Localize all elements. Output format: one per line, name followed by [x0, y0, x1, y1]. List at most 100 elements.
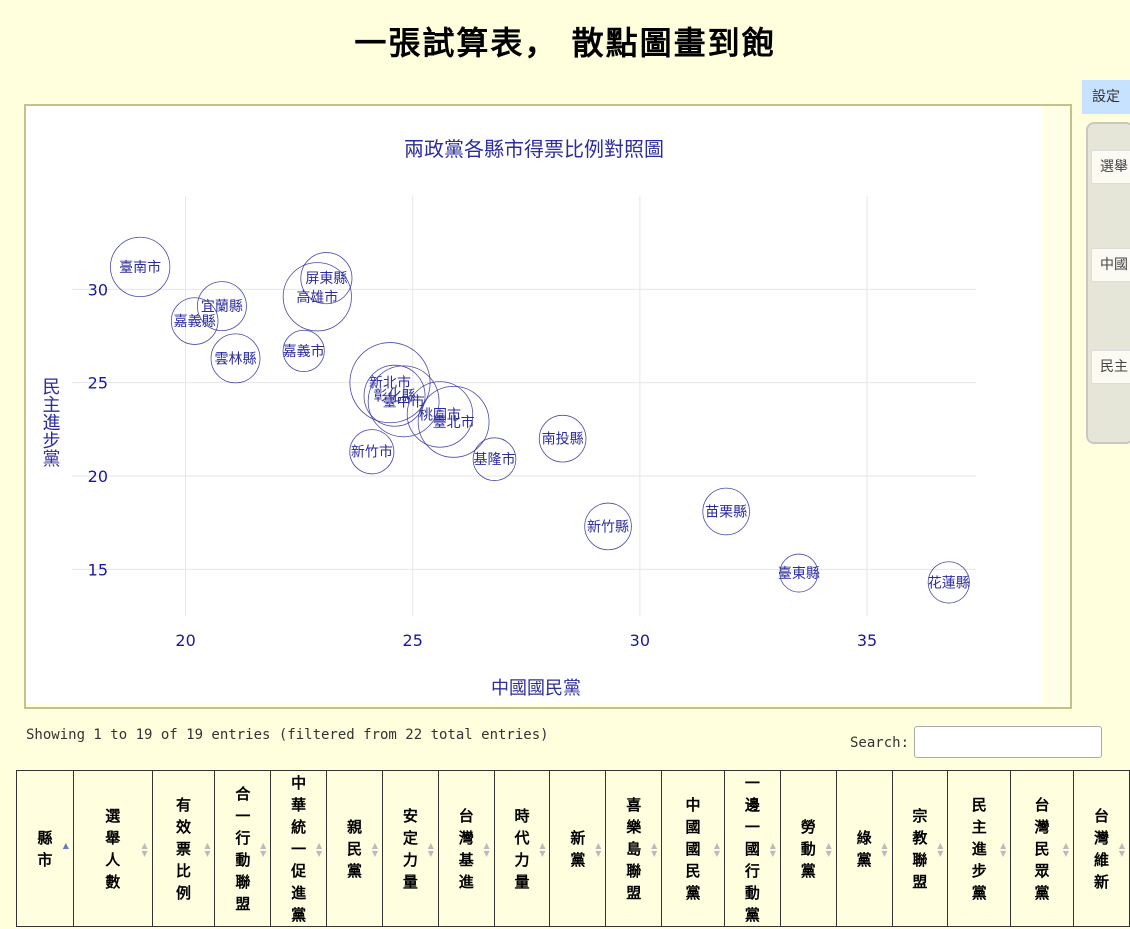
x-tick-label: 30	[630, 631, 650, 650]
sort-icon[interactable]: ▲ ▼	[483, 839, 490, 858]
column-header-label: 台灣基進	[458, 806, 474, 891]
settings-field-y-party[interactable]: 民主	[1091, 350, 1130, 384]
settings-tab[interactable]: 設定	[1082, 80, 1130, 114]
column-header-label: 新黨	[570, 828, 586, 869]
point-label: 新北市	[369, 375, 411, 392]
chart-point[interactable]: 南投縣	[538, 414, 587, 463]
sort-icon[interactable]: ▲ ▼	[881, 839, 888, 858]
column-header-label: 縣市	[37, 828, 53, 869]
page-title: 一張試算表， 散點圖畫到飽	[354, 24, 776, 62]
point-label: 彰化縣	[374, 388, 416, 405]
sort-icon[interactable]: ▲ ▼	[427, 839, 434, 858]
settings-panel: 選舉 中國 民主	[1086, 122, 1130, 444]
column-header[interactable]: 新黨 ▲ ▼	[549, 770, 607, 927]
column-header[interactable]: 台灣民眾黨 ▲ ▼	[1010, 770, 1074, 927]
chart-point[interactable]: 桃園市	[406, 381, 474, 448]
chart-point[interactable]: 嘉義縣	[170, 297, 219, 345]
search-input[interactable]	[914, 726, 1102, 758]
column-header[interactable]: 綠黨 ▲ ▼	[835, 770, 893, 927]
column-header-label: 中國國民黨	[685, 795, 701, 902]
chart-ticks: 20 25 30 35 15 20 25 30	[88, 280, 878, 650]
column-header[interactable]: 安定力量 ▲ ▼	[381, 770, 439, 927]
point-marker	[300, 252, 353, 305]
column-header-label: 安定力量	[402, 806, 418, 891]
chart-grid	[72, 196, 976, 616]
point-marker	[406, 381, 474, 448]
settings-field-x-party[interactable]: 中國	[1091, 248, 1130, 282]
column-header[interactable]: 時代力量 ▲ ▼	[493, 770, 551, 927]
sort-icon[interactable]: ▲ ▼	[539, 839, 546, 858]
point-label: 高雄市	[296, 289, 338, 306]
sort-icon[interactable]: ▲ ▼	[825, 839, 832, 858]
column-header-label: 有效票比例	[175, 795, 191, 902]
column-header[interactable]: 親民黨 ▲ ▼	[326, 770, 383, 927]
chart-point[interactable]: 新竹縣	[584, 502, 632, 551]
column-header-label: 喜樂島聯盟	[626, 795, 642, 902]
point-marker	[367, 365, 440, 438]
point-label: 臺南市	[119, 259, 161, 276]
sort-icon[interactable]: ▲ ▼	[141, 839, 148, 858]
sort-icon[interactable]: ▲ ▼	[937, 839, 944, 858]
column-header[interactable]: 一邊一國行動黨 ▲ ▼	[723, 770, 781, 927]
column-header[interactable]: 宗教聯盟 ▲ ▼	[891, 770, 949, 927]
point-marker	[363, 364, 426, 427]
sort-icon[interactable]: ▲ ▼	[316, 839, 323, 858]
column-header-label: 綠黨	[856, 828, 872, 869]
column-header[interactable]: 中國國民黨 ▲ ▼	[661, 770, 725, 927]
sort-icon[interactable]: ▲ ▼	[595, 839, 602, 858]
chart-point[interactable]: 臺中市	[367, 365, 440, 438]
chart-point[interactable]: 新北市	[349, 342, 431, 424]
point-label: 基隆市	[473, 451, 515, 468]
column-header[interactable]: 有效票比例 ▲ ▼	[151, 770, 216, 927]
sort-icon[interactable]: ▲ ▼	[1062, 839, 1070, 858]
chart-point[interactable]: 苗栗縣	[702, 487, 750, 536]
chart-point[interactable]: 臺南市	[110, 236, 171, 298]
column-header[interactable]: 選舉人數 ▲ ▼	[72, 770, 153, 927]
point-marker	[349, 429, 395, 475]
sort-icon[interactable]: ▲ ▼	[651, 839, 658, 858]
chart-point[interactable]: 屏東縣	[300, 252, 353, 305]
point-label: 南投縣	[542, 432, 584, 448]
search-label: Search:	[850, 735, 910, 751]
column-header-label: 台灣民眾黨	[1034, 795, 1050, 902]
sort-icon[interactable]: ▲ ▼	[260, 839, 267, 858]
chart-point[interactable]: 宜蘭縣	[197, 281, 247, 332]
column-header[interactable]: 喜樂島聯盟 ▲ ▼	[605, 770, 663, 927]
chart-point[interactable]: 高雄市	[282, 262, 352, 332]
point-label: 苗栗縣	[705, 504, 747, 520]
chart-point[interactable]: 新竹市	[349, 429, 395, 475]
column-header[interactable]: 台灣維新 ▲ ▼	[1072, 770, 1130, 927]
chart-point[interactable]: 雲林縣	[210, 333, 261, 384]
table-info: Showing 1 to 19 of 19 entries (filtered …	[26, 727, 549, 743]
chart-point[interactable]: 嘉義市	[282, 329, 325, 372]
chart-point[interactable]: 彰化縣	[363, 364, 426, 427]
x-tick-label: 25	[403, 631, 423, 650]
column-header[interactable]: 勞動黨 ▲ ▼	[779, 770, 837, 927]
sort-icon[interactable]: ▲	[62, 839, 69, 850]
sort-icon[interactable]: ▲ ▼	[371, 839, 379, 858]
point-label: 嘉義市	[283, 343, 325, 360]
point-marker	[702, 487, 750, 536]
column-header[interactable]: 台灣基進 ▲ ▼	[437, 770, 495, 927]
column-header[interactable]: 合一行動聯盟 ▲ ▼	[214, 770, 272, 927]
chart-point[interactable]: 花蓮縣	[927, 561, 970, 604]
sort-icon[interactable]: ▲ ▼	[713, 839, 721, 858]
table-header-row: 縣市 ▲ 選舉人數 ▲ ▼ 有效票比例 ▲ ▼ 合一行動聯盟 ▲ ▼ 中華統一促進黨 ▲ ▼ 親民黨 ▲ ▼ 安定…	[16, 770, 1130, 927]
x-axis-label: 中國國民黨	[491, 678, 581, 699]
y-tick-label: 30	[88, 280, 108, 299]
point-marker	[110, 236, 171, 298]
point-label: 桃園市	[419, 406, 461, 423]
column-header[interactable]: 中華統一促進黨 ▲ ▼	[270, 770, 328, 927]
chart-point[interactable]: 臺北市	[417, 386, 490, 458]
chart-point[interactable]: 臺東縣	[778, 553, 820, 593]
sort-icon[interactable]: ▲ ▼	[204, 839, 211, 858]
sort-icon[interactable]: ▲ ▼	[1118, 839, 1126, 858]
sort-icon[interactable]: ▲ ▼	[769, 839, 776, 858]
chart-point[interactable]: 基隆市	[472, 437, 517, 481]
column-header[interactable]: 民主進步黨 ▲ ▼	[947, 770, 1012, 927]
column-header[interactable]: 縣市 ▲	[16, 770, 74, 927]
sort-icon[interactable]: ▲ ▼	[1000, 839, 1007, 858]
settings-field-election[interactable]: 選舉	[1091, 150, 1130, 184]
